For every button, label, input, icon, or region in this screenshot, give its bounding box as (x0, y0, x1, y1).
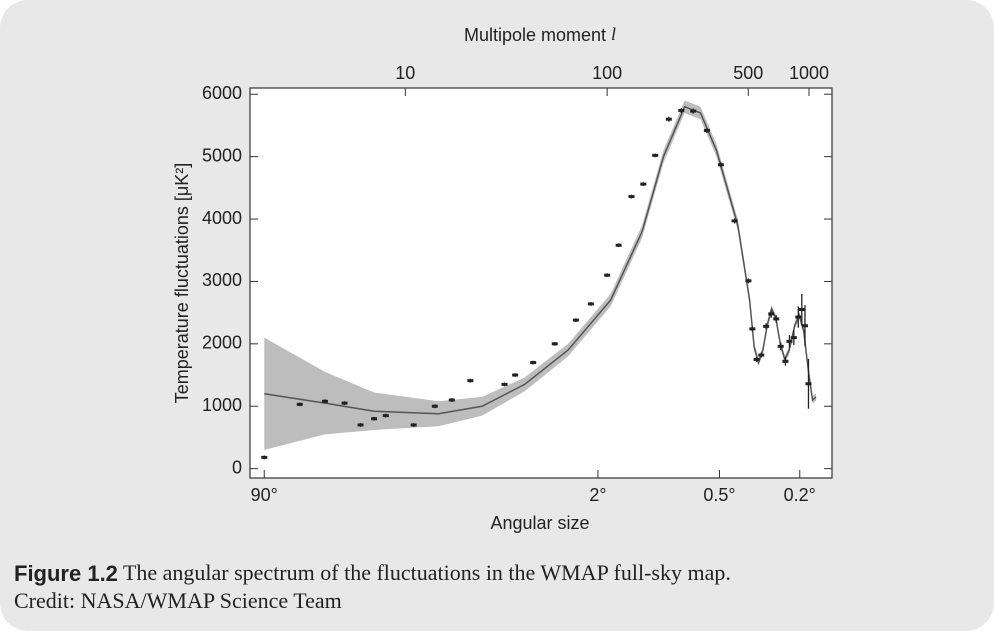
caption-text: The angular spectrum of the fluctuations… (123, 560, 731, 585)
data-point (703, 128, 710, 132)
x2-label-symbol: l (611, 24, 616, 44)
y-tick-label: 5000 (202, 145, 242, 165)
x2-label-text: Multipole moment (464, 25, 606, 45)
data-point (782, 359, 789, 363)
y-tick-label: 3000 (202, 270, 242, 290)
data-point (501, 382, 508, 386)
data-point (615, 243, 622, 247)
data-point (640, 182, 647, 186)
model-curve (264, 105, 817, 415)
data-point (652, 153, 659, 157)
data-point (341, 401, 348, 405)
data-point (773, 317, 780, 321)
y-axis-label: Temperature fluctuations [μK²] (172, 163, 192, 403)
data-point (604, 273, 611, 277)
model-band (264, 100, 816, 450)
data-point (587, 302, 594, 306)
data-point (551, 342, 558, 346)
y-tick-label: 4000 (202, 208, 242, 228)
data-point (371, 417, 378, 421)
data-point (758, 353, 765, 357)
y-tick-label: 6000 (202, 83, 242, 103)
data-point (448, 398, 455, 402)
data-point (678, 108, 685, 112)
caption-label: Figure 1.2 (14, 561, 118, 586)
data-point (628, 195, 635, 199)
x2-tick-label: 100 (592, 63, 622, 83)
data-point (530, 361, 537, 365)
y-tick-label: 2000 (202, 333, 242, 353)
data-point (768, 312, 775, 316)
x2-tick-label: 1000 (789, 63, 829, 83)
data-point (261, 455, 268, 459)
data-point (572, 318, 579, 322)
data-point (763, 324, 770, 328)
x-axis-label: Angular size (490, 513, 589, 533)
caption-credit: Credit: NASA/WMAP Science Team (14, 588, 342, 613)
x-tick-label: 90° (251, 485, 278, 505)
data-point (410, 423, 417, 427)
data-point (801, 324, 808, 328)
y-tick-label: 0 (232, 457, 242, 477)
x2-tick-label: 500 (733, 63, 763, 83)
y-tick-label: 1000 (202, 395, 242, 415)
data-point (296, 402, 303, 406)
data-point (805, 382, 812, 386)
data-point (322, 399, 329, 403)
x-tick-label: 0.2° (784, 485, 816, 505)
data-point (798, 308, 805, 312)
data-point (512, 373, 519, 377)
data-point (795, 315, 802, 319)
data-point (357, 423, 364, 427)
data-point (382, 414, 389, 418)
caption-line1: Figure 1.2 The angular spectrum of the f… (14, 560, 731, 586)
data-point (665, 117, 672, 121)
data-point (717, 163, 724, 167)
x2-tick-label: 10 (395, 63, 415, 83)
x2-axis-label: Multipole moment l (464, 24, 616, 45)
data-point (753, 357, 760, 361)
x-tick-label: 0.5° (703, 485, 735, 505)
x-tick-label: 2° (589, 485, 606, 505)
data-point (690, 109, 697, 113)
data-point (431, 404, 438, 408)
data-point (749, 327, 756, 331)
data-point (777, 344, 784, 348)
data-point (790, 336, 797, 340)
data-point (786, 339, 793, 343)
data-point (467, 379, 474, 383)
data-point (731, 219, 738, 223)
data-point (745, 279, 752, 283)
